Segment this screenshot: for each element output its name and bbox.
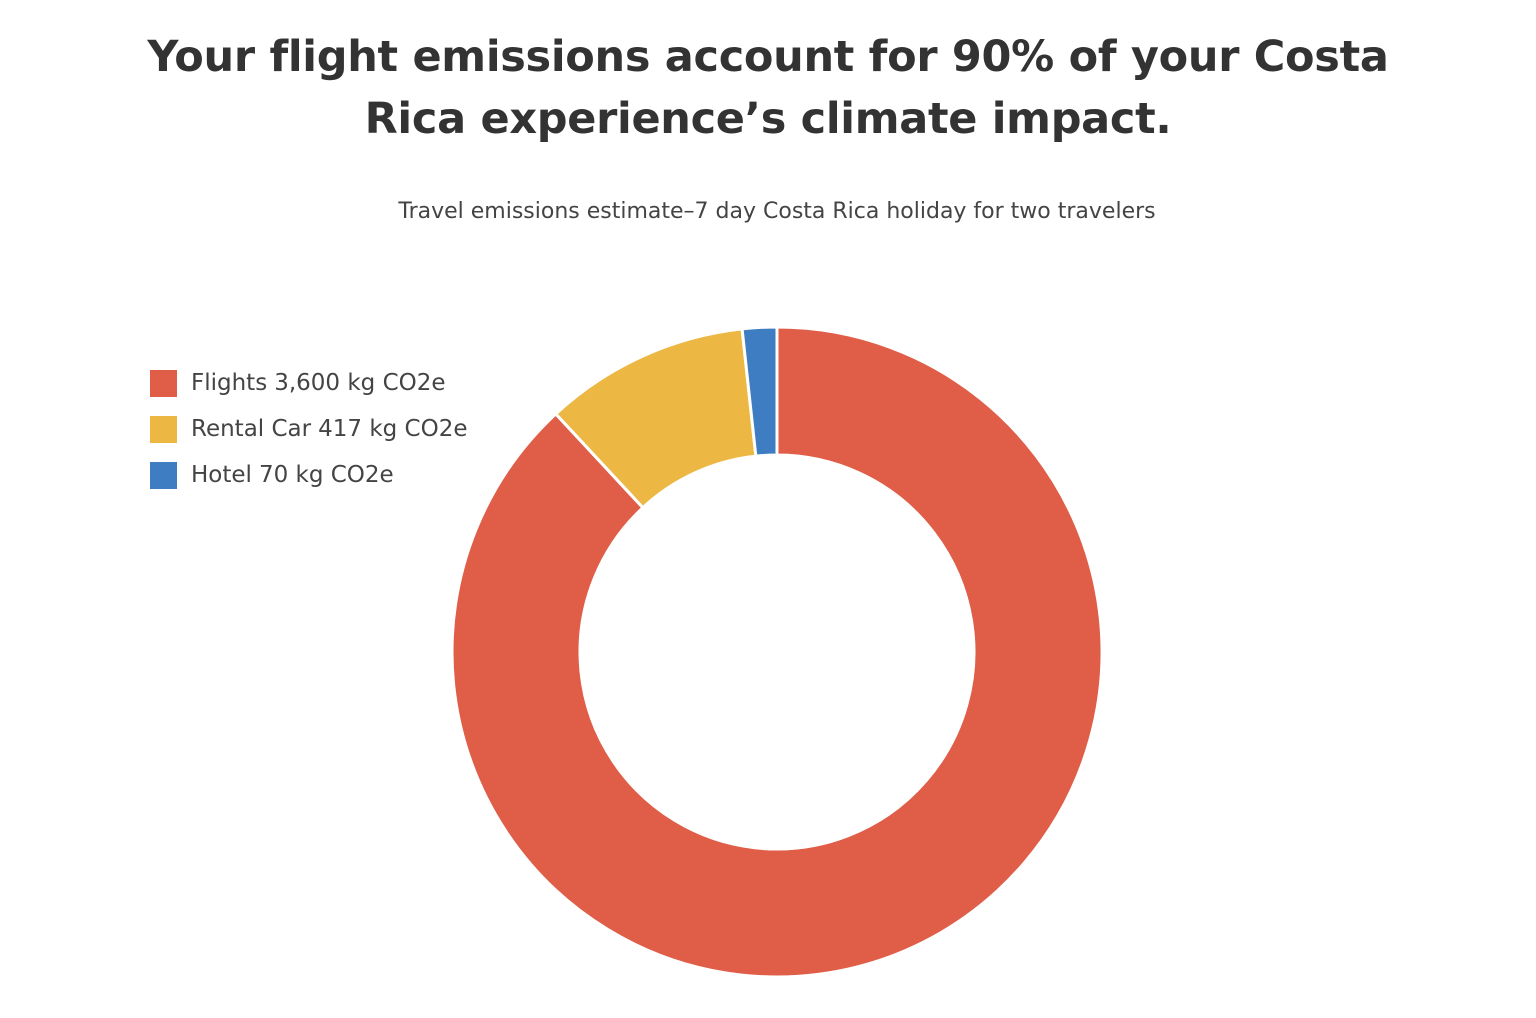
legend-value: 417 kg CO2e <box>318 416 468 442</box>
legend-label: Flights <box>191 370 268 396</box>
donut-slice <box>740 325 779 458</box>
donut-slice <box>450 325 1104 979</box>
chart-title: Your flight emissions account for 90% of… <box>147 32 1389 144</box>
legend-swatch <box>150 415 177 443</box>
legend-value: 3,600 kg CO2e <box>274 370 446 396</box>
legend-swatch <box>150 461 177 489</box>
legend: Flights 3,600 kg CO2e Rental Car 417 kg CO2… <box>150 360 468 498</box>
legend-swatch <box>150 369 177 397</box>
legend-item: Hotel 70 kg CO2e <box>150 452 468 498</box>
legend-item: Rental Car 417 kg CO2e <box>150 406 468 452</box>
legend-value: 70 kg CO2e <box>258 462 394 488</box>
chart-subtitle: Travel emissions estimate–7 day Costa Ri… <box>398 199 1156 224</box>
legend-item: Flights 3,600 kg CO2e <box>150 360 468 406</box>
legend-label: Hotel <box>191 462 252 488</box>
legend-label: Rental Car <box>191 416 312 442</box>
